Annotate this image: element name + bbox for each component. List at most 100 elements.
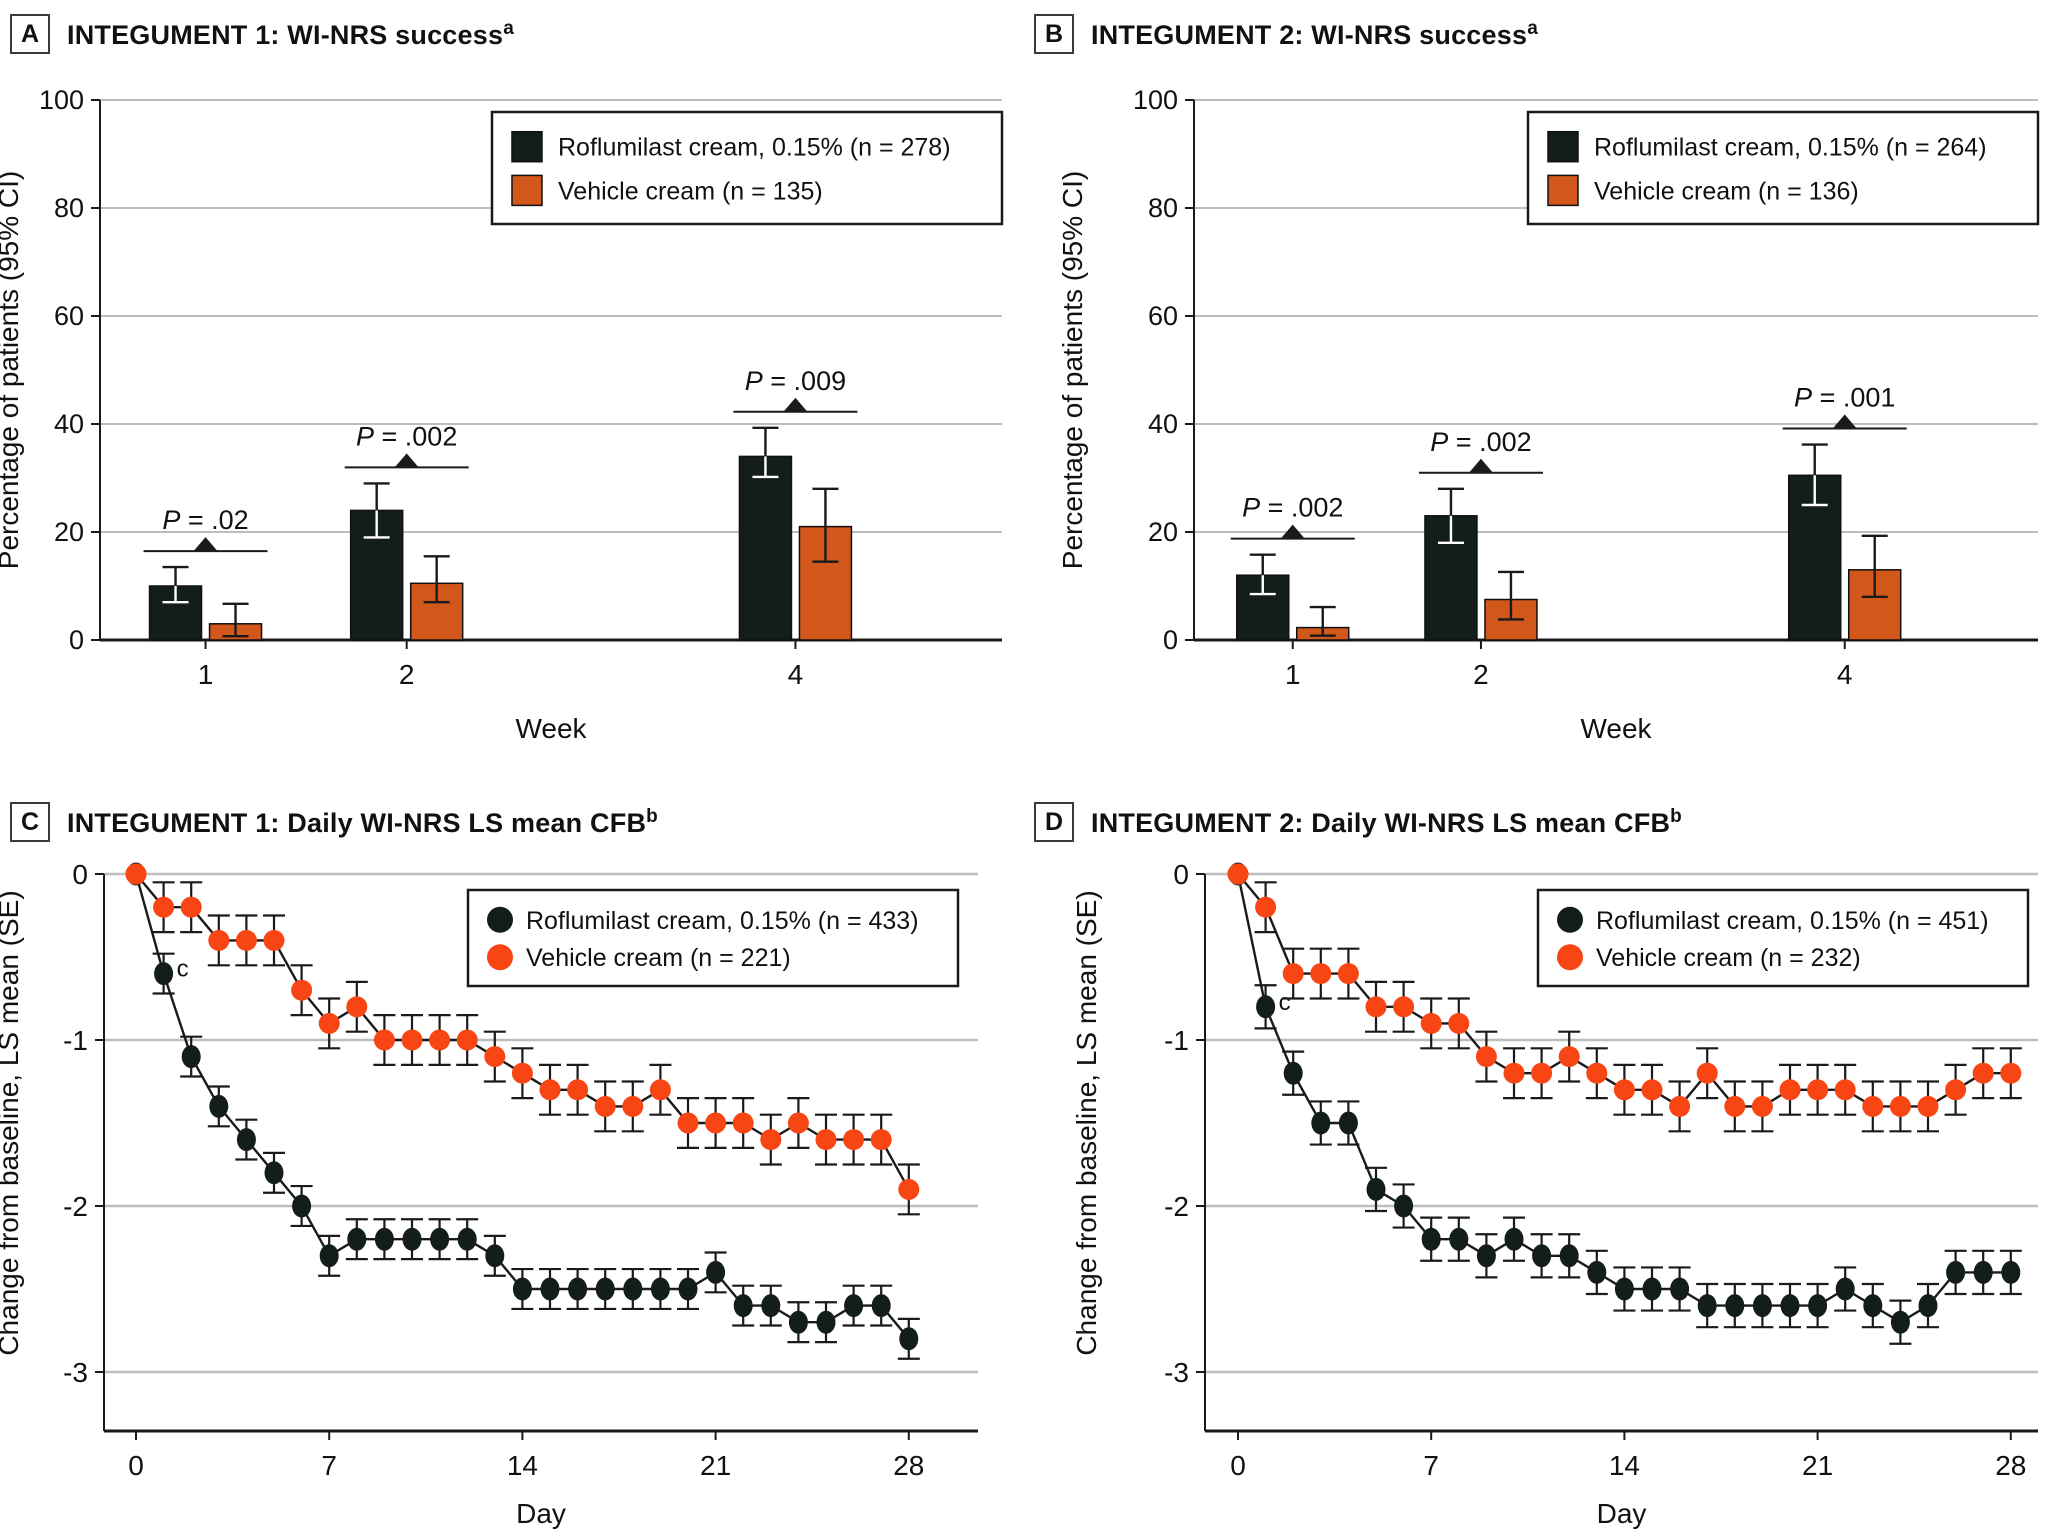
point-vehicle-day-26 [843, 1129, 865, 1151]
panel-c-title-text: INTEGUMENT 1: Daily WI-NRS LS mean CFB [67, 807, 647, 838]
legend-label: Vehicle cream (n = 136) [1594, 177, 1859, 205]
footnote-marker-roflumilast: c [1279, 989, 1291, 1016]
x-tick-label: 2 [399, 659, 415, 690]
point-roflumilast-day-13 [485, 1244, 505, 1268]
point-roflumilast-day-17 [595, 1277, 615, 1301]
p-value-label: P = .002 [1242, 493, 1343, 523]
point-roflumilast-day-17 [1697, 1294, 1717, 1318]
point-vehicle-day-2 [180, 896, 202, 918]
x-tick-label: 21 [700, 1450, 731, 1481]
point-vehicle-day-21 [1807, 1079, 1829, 1101]
point-vehicle-day-25 [815, 1129, 837, 1151]
point-vehicle-day-19 [1751, 1095, 1773, 1117]
point-roflumilast-day-7 [1421, 1227, 1441, 1251]
point-vehicle-day-28 [2000, 1062, 2022, 1084]
legend-label: Roflumilast cream, 0.15% (n = 451) [1596, 907, 1989, 935]
point-roflumilast-day-4 [1338, 1111, 1358, 1135]
point-roflumilast-day-24 [1890, 1310, 1910, 1334]
point-roflumilast-day-8 [1449, 1227, 1469, 1251]
point-roflumilast-day-5 [1366, 1177, 1386, 1201]
point-roflumilast-day-18 [1725, 1294, 1745, 1318]
legend-marker-vehicle [487, 944, 513, 971]
significance-triangle-icon [783, 397, 808, 412]
x-axis-title: Week [1580, 713, 1652, 744]
point-vehicle-day-13 [1586, 1062, 1608, 1084]
y-tick-label: 60 [1148, 301, 1178, 331]
panel-c-header: C INTEGUMENT 1: Daily WI-NRS LS mean CFB… [10, 802, 658, 842]
significance-triangle-icon [394, 453, 419, 468]
point-vehicle-day-26 [1945, 1079, 1967, 1101]
panel-c: C INTEGUMENT 1: Daily WI-NRS LS mean CFB… [0, 788, 1024, 1539]
point-roflumilast-day-26 [1946, 1260, 1966, 1284]
point-vehicle-day-27 [870, 1129, 892, 1151]
significance-triangle-icon [1832, 414, 1857, 429]
legend-label: Vehicle cream (n = 232) [1596, 944, 1861, 972]
x-tick-label: 0 [1230, 1450, 1246, 1481]
point-roflumilast-day-6 [1394, 1194, 1414, 1218]
panel-a-header: A INTEGUMENT 1: WI-NRS successa [10, 14, 514, 54]
point-vehicle-day-7 [1420, 1012, 1442, 1034]
point-vehicle-day-13 [484, 1046, 506, 1068]
panel-b-title-footnote-marker: a [1527, 17, 1538, 39]
point-vehicle-day-10 [1503, 1062, 1525, 1084]
point-roflumilast-day-28 [2001, 1260, 2021, 1284]
point-vehicle-day-5 [1365, 996, 1387, 1018]
panel-c-title-footnote-marker: b [646, 805, 658, 827]
point-vehicle-day-11 [429, 1029, 451, 1051]
x-tick-label: 2 [1473, 659, 1489, 690]
point-roflumilast-day-5 [264, 1161, 284, 1185]
point-roflumilast-day-25 [816, 1310, 836, 1334]
point-roflumilast-day-20 [678, 1277, 698, 1301]
panel-c-chart: 0 -1 -2 -3 0 7 14 21 28 Day Change from baseline, … [0, 859, 978, 1529]
panel-a: A INTEGUMENT 1: WI-NRS successa 0 20 40 60 8… [0, 0, 1024, 788]
x-axis-title: Day [516, 1498, 566, 1529]
point-vehicle-day-0 [125, 863, 147, 885]
point-vehicle-day-11 [1531, 1062, 1553, 1084]
y-tick-label: 20 [1148, 517, 1178, 547]
point-roflumilast-day-12 [1559, 1244, 1579, 1268]
point-vehicle-day-18 [622, 1095, 644, 1117]
panel-d: D INTEGUMENT 2: Daily WI-NRS LS mean CFB… [1024, 788, 2048, 1539]
y-tick-label: -3 [1164, 1357, 1189, 1388]
y-tick-label: 40 [54, 409, 84, 439]
point-vehicle-day-7 [318, 1012, 340, 1034]
legend-label: Vehicle cream (n = 221) [526, 944, 791, 972]
point-vehicle-day-27 [1972, 1062, 1994, 1084]
y-tick-label: 20 [54, 517, 84, 547]
point-vehicle-day-24 [787, 1112, 809, 1134]
legend-label: Vehicle cream (n = 135) [558, 177, 823, 205]
x-tick-label: 7 [1423, 1450, 1439, 1481]
y-axis-title: Change from baseline, LS mean (SE) [0, 890, 24, 1355]
point-roflumilast-day-7 [319, 1244, 339, 1268]
x-axis-title: Week [515, 713, 587, 744]
bar-vehicle-week-4 [798, 525, 853, 641]
point-roflumilast-day-10 [1504, 1227, 1524, 1251]
panel-d-tag: D [1034, 802, 1074, 842]
x-axis-title: Day [1597, 1498, 1647, 1529]
point-vehicle-day-17 [594, 1095, 616, 1117]
point-roflumilast-day-4 [236, 1128, 256, 1152]
point-vehicle-day-3 [1310, 963, 1332, 985]
legend-box [490, 110, 1004, 226]
point-vehicle-day-9 [373, 1029, 395, 1051]
significance-triangle-icon [1468, 458, 1493, 473]
point-vehicle-day-21 [705, 1112, 727, 1134]
point-vehicle-day-20 [1779, 1079, 1801, 1101]
p-value-label: P = .02 [162, 505, 248, 535]
point-roflumilast-day-10 [402, 1227, 422, 1251]
x-tick-label: 0 [128, 1450, 144, 1481]
x-tick-label: 4 [1837, 659, 1853, 690]
point-roflumilast-day-18 [623, 1277, 643, 1301]
point-roflumilast-day-1 [1256, 995, 1276, 1019]
y-tick-label: 100 [1133, 85, 1178, 115]
point-roflumilast-day-27 [1973, 1260, 1993, 1284]
point-vehicle-day-10 [401, 1029, 423, 1051]
panel-d-chart: 0 -1 -2 -3 0 7 14 21 28 Day Change from baseline, … [1071, 859, 2038, 1529]
panel-a-tag: A [10, 14, 50, 54]
panel-b-tag: B [1034, 14, 1074, 54]
point-roflumilast-day-16 [1670, 1277, 1690, 1301]
point-roflumilast-day-12 [457, 1227, 477, 1251]
y-tick-label: -1 [1164, 1025, 1189, 1056]
y-tick-label: 100 [39, 85, 84, 115]
legend-marker-roflumilast [487, 906, 513, 933]
